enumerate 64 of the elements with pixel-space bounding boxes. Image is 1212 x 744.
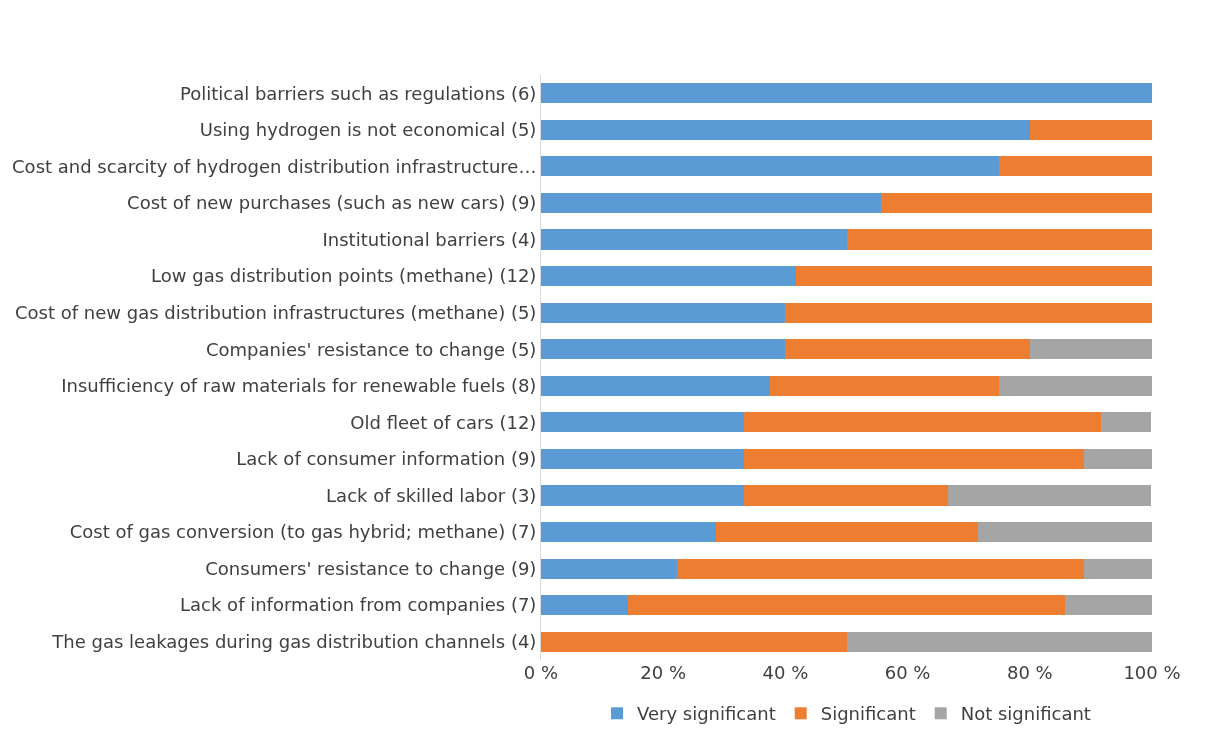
- bar: [541, 375, 771, 396]
- legend-label: Not significant: [960, 703, 1091, 725]
- bar: [541, 521, 716, 543]
- bar: [541, 156, 1000, 177]
- y-tick-label: Consumers' resistance to change (9): [205, 557, 537, 579]
- bar: [715, 521, 978, 543]
- bar: [676, 558, 1085, 579]
- y-tick-label: Cost of new purchases (such as new cars) (9): [127, 192, 537, 214]
- bar: [1084, 448, 1152, 469]
- bar: [541, 83, 1152, 104]
- bar: [541, 266, 796, 287]
- bar: [947, 485, 1152, 506]
- bar: [977, 521, 1152, 543]
- bar: [744, 412, 1101, 433]
- bar: [744, 485, 948, 506]
- bar: [846, 229, 1152, 250]
- bar: [541, 631, 847, 652]
- bar: [541, 595, 629, 616]
- bar: [1084, 558, 1152, 579]
- y-tick-label: Cost of gas conversion (to gas hybrid; methane) (7): [69, 521, 537, 543]
- x-tick-label: 0 %: [523, 662, 559, 683]
- y-tick-label: Cost of new gas distribution infrastructures (methane) (5): [14, 301, 537, 323]
- bar: [1029, 119, 1152, 140]
- y-tick-label: Companies' resistance to change (5): [206, 338, 537, 360]
- legend-label: Significant: [820, 703, 916, 725]
- x-tick-label: 100 %: [1123, 662, 1181, 683]
- bar: [541, 192, 881, 214]
- bar: [999, 156, 1152, 177]
- bar: [541, 339, 786, 360]
- bar: [541, 558, 677, 579]
- bar: [1100, 412, 1152, 433]
- bar: [628, 595, 1065, 616]
- y-tick-label: The gas leakages during gas distribution channels (4): [51, 631, 537, 653]
- bar: [770, 375, 1000, 396]
- bar: [846, 631, 1152, 652]
- x-tick-label: 80 %: [1006, 662, 1053, 683]
- y-tick-label: Political barriers such as regulations (6): [179, 82, 537, 104]
- bar: [1029, 339, 1152, 360]
- legend-label: Very significant: [637, 703, 776, 725]
- x-tick-label: 60 %: [884, 662, 931, 683]
- y-tick-label: Old fleet of cars (12): [350, 411, 537, 433]
- bar: [880, 192, 1152, 214]
- bar: [541, 229, 847, 250]
- bar: [785, 339, 1030, 360]
- x-tick-label: 20 %: [640, 662, 687, 683]
- bar: [541, 485, 745, 506]
- bar: [541, 412, 745, 433]
- y-tick-label: Insufficiency of raw materials for renewable fuels (8): [61, 375, 537, 397]
- y-tick-label: Low gas distribution points (methane) (12): [151, 265, 537, 287]
- y-tick-label: Lack of consumer information (9): [236, 448, 537, 470]
- y-tick-label: Lack of information from companies (7): [180, 594, 537, 616]
- bar: [999, 375, 1152, 396]
- bar: [785, 302, 1152, 323]
- y-tick-label: Cost and scarcity of hydrogen distribution infrastructure…: [12, 155, 537, 177]
- bar: [744, 448, 1085, 469]
- x-tick-label: 40 %: [762, 662, 809, 683]
- bar: [1064, 595, 1152, 616]
- bar: [795, 266, 1152, 287]
- bar: [541, 119, 1030, 140]
- y-tick-label: Institutional barriers (4): [322, 228, 537, 250]
- y-tick-label: Using hydrogen is not economical (5): [199, 119, 537, 141]
- bar: [541, 448, 745, 469]
- bar: [541, 302, 786, 323]
- y-tick-label: Lack of skilled labor (3): [326, 484, 537, 506]
